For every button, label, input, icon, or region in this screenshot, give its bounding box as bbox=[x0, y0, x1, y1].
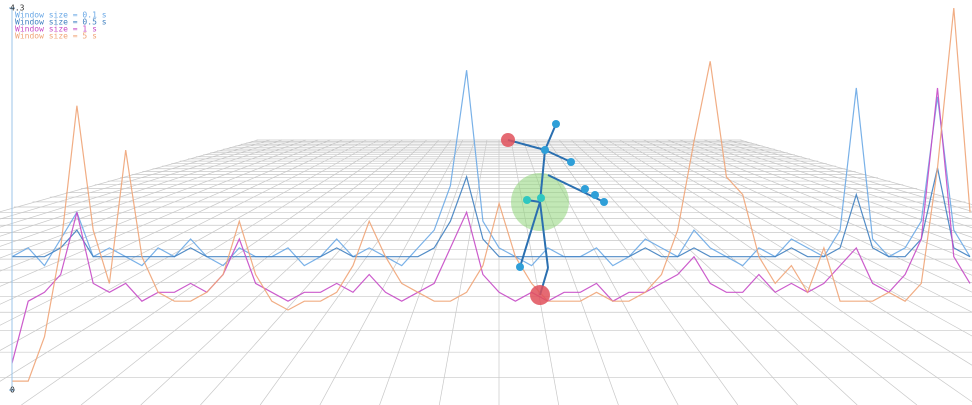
joint bbox=[552, 120, 560, 128]
legend-entry: Window size = 5 s bbox=[15, 32, 97, 41]
chart: 04.3 Window size = 0.1 sWindow size = 0.… bbox=[0, 0, 972, 405]
floor-grid bbox=[0, 140, 972, 405]
floor-col bbox=[0, 140, 258, 405]
floor-col bbox=[439, 140, 487, 405]
y-tick-label: 0 bbox=[10, 386, 15, 395]
joint bbox=[581, 185, 589, 193]
y-axis-ticks: 04.3 bbox=[9, 4, 25, 395]
floor-col bbox=[704, 140, 972, 405]
floor-col bbox=[141, 140, 427, 405]
joint bbox=[600, 198, 608, 206]
joint bbox=[523, 196, 531, 204]
bone bbox=[545, 150, 571, 162]
floor-col bbox=[0, 140, 354, 405]
floor-col bbox=[716, 140, 972, 405]
floor-col bbox=[595, 140, 972, 405]
joint bbox=[591, 191, 599, 199]
floor-col bbox=[0, 140, 342, 405]
floor-col bbox=[320, 140, 463, 405]
floor-col bbox=[380, 140, 475, 405]
floor-col bbox=[740, 140, 972, 405]
floor-col bbox=[0, 140, 282, 405]
joint bbox=[537, 194, 545, 202]
joint bbox=[567, 158, 575, 166]
series-line bbox=[12, 88, 970, 363]
joint bbox=[516, 263, 524, 271]
marker bbox=[530, 285, 550, 305]
floor-col bbox=[0, 140, 318, 405]
floor-col bbox=[81, 140, 415, 405]
floor-col bbox=[559, 140, 797, 405]
floor-col bbox=[547, 140, 738, 405]
floor-col bbox=[200, 140, 438, 405]
floor-col bbox=[632, 140, 972, 405]
floor-col bbox=[260, 140, 451, 405]
floor-col bbox=[0, 140, 330, 405]
floor-col bbox=[583, 140, 917, 405]
floor-col bbox=[0, 140, 391, 405]
joint bbox=[541, 146, 549, 154]
marker bbox=[501, 133, 515, 147]
